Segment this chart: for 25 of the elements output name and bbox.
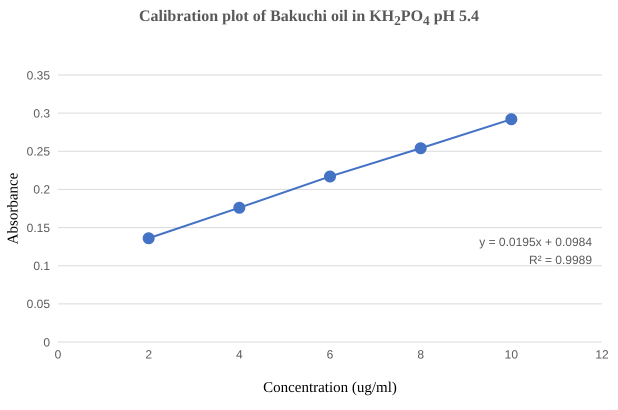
y-tick-label: 0.1 xyxy=(33,258,50,273)
x-tick-label: 0 xyxy=(54,348,62,362)
y-tick-label: 0.05 xyxy=(26,297,50,312)
point xyxy=(324,170,336,182)
chart-title: Calibration plot of Bakuchi oil in KH$_{2}$PO$_{4}$ pH 5.4 xyxy=(138,8,480,30)
point xyxy=(414,142,427,154)
annotation: R² = 0.9989 xyxy=(528,253,592,267)
y-tick-label: 0.25 xyxy=(26,144,50,159)
x-tick-label: 8 xyxy=(417,348,424,362)
x-tick-label: 10 xyxy=(504,348,518,362)
x-tick-label: 2 xyxy=(145,348,152,362)
x-axis-title: Concentration (ug/ml) xyxy=(263,380,397,396)
annotation: y = 0.0195x + 0.0984 xyxy=(479,235,592,249)
x-tick-label: 4 xyxy=(236,348,243,362)
point xyxy=(505,113,518,126)
x-tick-label: 6 xyxy=(326,348,334,362)
point xyxy=(142,232,155,244)
y-tick-label: 0 xyxy=(43,335,50,350)
y-tick-label: 0.35 xyxy=(26,68,50,82)
x-tick-label: 12 xyxy=(595,348,609,362)
y-tick-label: 0.15 xyxy=(26,220,50,235)
y-tick-label: 0.3 xyxy=(33,106,50,120)
y-axis-title: Absorbance xyxy=(5,172,22,244)
point xyxy=(233,202,246,214)
y-tick-label: 0.2 xyxy=(33,182,50,197)
